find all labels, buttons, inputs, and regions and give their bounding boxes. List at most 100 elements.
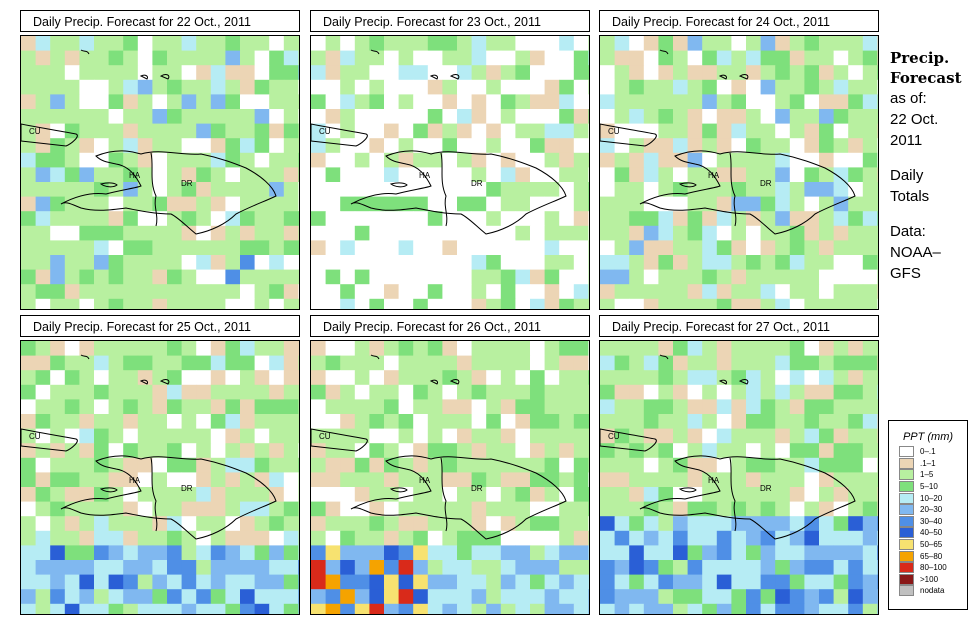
precip-cell (108, 560, 124, 575)
precip-cell (500, 457, 516, 473)
precip-cell (588, 589, 589, 605)
precip-cell (515, 298, 531, 309)
precip-cell (471, 457, 487, 473)
precip-cell (311, 182, 326, 197)
precip-cell (254, 225, 270, 241)
precip-cell (500, 443, 516, 459)
precip-cell (702, 284, 718, 300)
precip-cell (862, 196, 878, 212)
precip-cell (544, 603, 560, 614)
precip-cell (804, 560, 820, 575)
precip-cell (804, 50, 820, 66)
precip-cell (152, 182, 168, 197)
precip-cell (398, 298, 414, 309)
precip-cell (629, 574, 645, 590)
country-label-dominican_republic: DR (181, 484, 193, 493)
precip-cell (760, 501, 776, 517)
precip-cell (833, 138, 849, 154)
precip-cell (254, 355, 270, 371)
precip-cell (413, 560, 429, 575)
precip-cell (354, 36, 370, 51)
precip-cell (225, 36, 241, 51)
precip-cell (181, 152, 197, 168)
precip-cell (862, 428, 878, 444)
precip-cell (152, 603, 168, 614)
precip-cell (298, 109, 299, 124)
precip-cell (21, 211, 36, 227)
precip-cell (225, 138, 241, 154)
forecast-panel-22-oct: Daily Precip. Forecast for 22 Oct., 2011… (20, 10, 300, 310)
precip-cell (167, 472, 182, 488)
precip-cell (848, 50, 864, 66)
precip-cell (167, 167, 182, 183)
precip-cell (298, 196, 299, 212)
precip-cell (515, 65, 531, 81)
precip-cell (35, 152, 51, 168)
precip-cell (340, 355, 356, 371)
precip-cell (833, 79, 849, 95)
precip-cell (123, 530, 139, 546)
precip-cell (544, 211, 560, 227)
precip-cell (442, 79, 458, 95)
precip-cell (311, 530, 326, 546)
precip-cell (559, 94, 575, 110)
precip-cell (94, 65, 109, 81)
precip-cell (94, 414, 109, 429)
precip-cell (354, 370, 370, 386)
precip-cell (746, 123, 761, 139)
precip-cell (137, 167, 153, 183)
precip-cell (167, 79, 182, 95)
precip-cell (240, 603, 255, 614)
precip-cell (108, 65, 124, 81)
precip-cell (354, 487, 370, 502)
precip-cell (716, 196, 732, 212)
precip-cell (515, 225, 531, 241)
precip-cell (833, 516, 849, 532)
precip-cell (398, 589, 414, 605)
precip-cell (819, 414, 834, 429)
precip-cell (702, 472, 718, 488)
precip-cell (471, 472, 487, 488)
precip-cell (746, 284, 761, 300)
legend-swatch (899, 550, 914, 562)
precip-cell (573, 589, 589, 605)
precip-cell (573, 399, 589, 415)
precip-cell (210, 516, 226, 532)
precip-cell (311, 65, 326, 81)
precip-cell (486, 501, 502, 517)
precip-cell (833, 589, 849, 605)
precip-cell (573, 225, 589, 241)
precip-cell (137, 298, 153, 309)
precip-cell (398, 123, 414, 139)
precip-cell (283, 36, 299, 51)
precip-cell (35, 284, 51, 300)
precip-cell (50, 370, 66, 386)
precip-cell (325, 152, 341, 168)
precip-cell (240, 457, 255, 473)
precip-cell (413, 36, 429, 51)
precip-cell (442, 182, 458, 197)
precip-cell (413, 589, 429, 605)
precip-cell (21, 457, 36, 473)
precip-cell (559, 196, 575, 212)
precip-cell (210, 94, 226, 110)
precip-cell (35, 240, 51, 256)
precip-cell (486, 560, 502, 575)
precip-cell (398, 152, 414, 168)
precip-cell (789, 530, 805, 546)
precip-cell (167, 574, 182, 590)
precip-cell (500, 240, 516, 256)
precip-cell (643, 443, 659, 459)
precip-cell (687, 240, 703, 256)
precip-cell (588, 225, 589, 241)
precip-cell (311, 574, 326, 590)
precip-cell (687, 589, 703, 605)
precip-cell (760, 545, 776, 561)
precip-cell (152, 399, 168, 415)
precip-cell (427, 355, 443, 371)
precip-cell (137, 240, 153, 256)
precip-cell (79, 560, 95, 575)
precip-cell (21, 182, 36, 197)
precip-cell (340, 399, 356, 415)
